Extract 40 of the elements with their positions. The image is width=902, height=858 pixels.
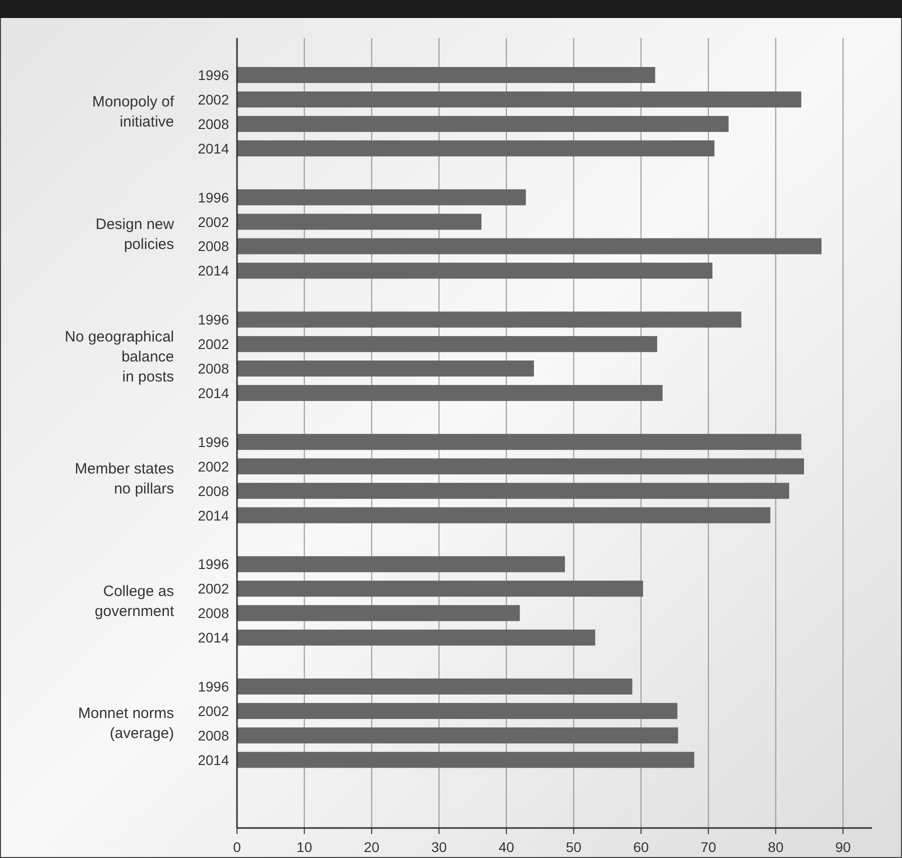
y-tick-label: 2014 xyxy=(198,752,230,768)
y-tick-label: 2002 xyxy=(198,702,230,719)
y-tick-label: 2002 xyxy=(198,336,230,352)
x-tick-label: 70 xyxy=(700,839,716,855)
x-tick-label: 0 xyxy=(233,839,242,855)
text: Design new policies xyxy=(96,216,174,253)
y-tick-label: 2008 xyxy=(198,727,230,744)
y-tick-label: 2002 xyxy=(198,91,230,108)
y-tick-label: 2002 xyxy=(198,458,230,474)
y-tick-label: 2014 xyxy=(198,384,230,401)
x-tick-label: 90 xyxy=(835,839,852,855)
text: No geographical balance in posts xyxy=(64,328,174,386)
text: Monopoly of initiative xyxy=(92,94,175,131)
y-tick-label: 2002 xyxy=(198,214,230,230)
y-tick-label: 2008 xyxy=(198,360,230,377)
y-tick-label: 2014 xyxy=(198,630,230,646)
y-tick-label: 2014 xyxy=(198,262,230,279)
x-tick-label: 40 xyxy=(498,839,514,855)
x-tick-label: 20 xyxy=(364,839,380,855)
x-tick-label: 10 xyxy=(296,839,312,855)
y-tick-label: 2014 xyxy=(198,140,230,156)
y-tick-label: 2008 xyxy=(198,482,230,499)
y-tick-label: 1996 xyxy=(198,312,230,328)
text: College as government xyxy=(94,582,175,620)
y-tick-label: 2008 xyxy=(198,605,230,622)
y-tick-label: 2014 xyxy=(198,507,230,524)
x-tick-label: 30 xyxy=(431,839,448,855)
y-tick-label: 1996 xyxy=(198,189,230,206)
text: Monnet norms (average) xyxy=(78,705,174,742)
x-tick-label: 50 xyxy=(566,839,582,855)
x-tick-label: 60 xyxy=(633,839,650,855)
x-tick-label: 80 xyxy=(768,839,784,855)
y-tick-label: 2008 xyxy=(198,116,230,132)
y-tick-label: 1996 xyxy=(198,556,230,572)
y-tick-label: 1996 xyxy=(198,434,230,450)
y-tick-label: 1996 xyxy=(198,67,230,83)
y-tick-label: 2002 xyxy=(198,580,230,597)
y-tick-label: 1996 xyxy=(198,678,230,694)
y-tick-label: 2008 xyxy=(198,238,230,254)
text: Member states no pillars xyxy=(74,460,174,498)
